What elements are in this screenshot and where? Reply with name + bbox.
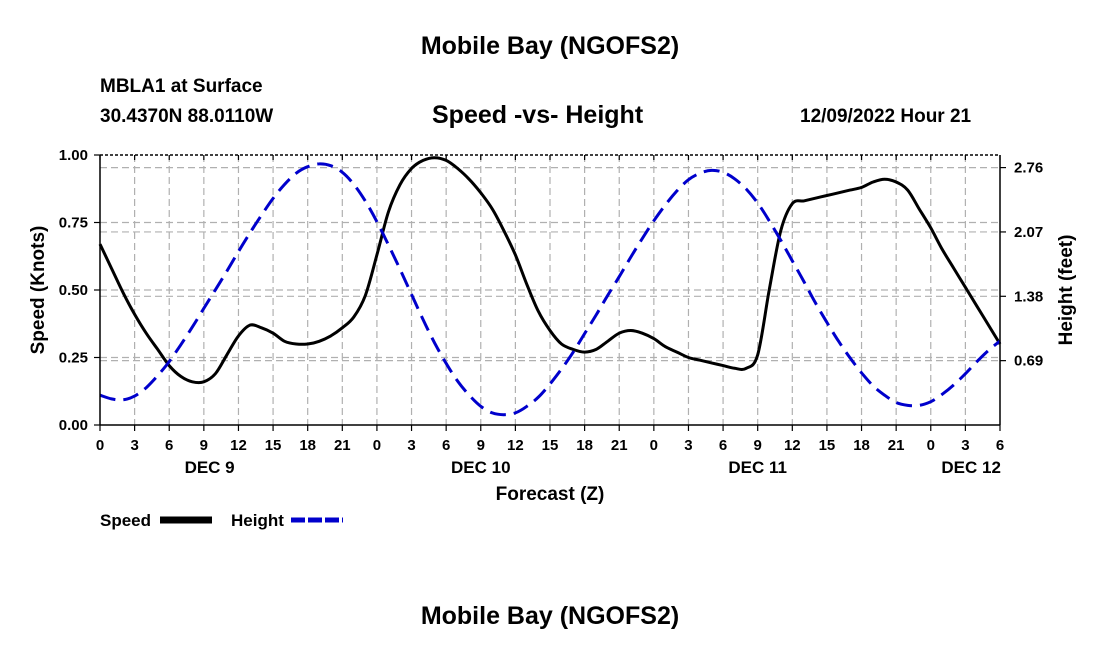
legend-label-speed: Speed [100,511,151,530]
chart-axes [94,154,1006,431]
x-tick-label: 15 [819,437,836,454]
x-axis-title: Forecast (Z) [496,484,605,505]
x-tick-label: 6 [719,437,727,454]
x-tick-label: 0 [650,437,658,454]
x-tick-label: 21 [611,437,628,454]
footer-title: Mobile Bay (NGOFS2) [420,602,680,630]
y-tick-label-right: 2.76 [1014,160,1043,177]
x-tick-label: 0 [927,437,935,454]
y-tick-label-right: 1.38 [1014,288,1043,305]
page-title: Mobile Bay (NGOFS2) [420,32,680,60]
x-day-label: DEC 12 [941,458,1001,477]
y-axis-title-right: Height (feet) [1056,235,1077,346]
station-label: MBLA1 at Surface [100,76,263,97]
y-tick-label-left: 1.00 [59,147,88,164]
x-tick-label: 12 [784,437,801,454]
y-tick-label-left: 0.00 [59,417,88,434]
x-tick-label: 18 [853,437,870,454]
chart-subtitle: Speed -vs- Height [432,101,644,129]
x-tick-label: 3 [684,437,692,454]
y-tick-label-right: 0.69 [1014,353,1043,370]
x-day-label: DEC 10 [451,458,511,477]
station-coords: 30.4370N 88.0110W [100,106,274,127]
series-line-speed [98,156,1002,385]
y-tick-label-left: 0.75 [59,215,88,232]
chart-grid [100,155,1000,425]
x-tick-label: 9 [200,437,208,454]
y-tick-label-left: 0.50 [59,282,88,299]
x-tick-label: 6 [442,437,450,454]
series-line-height [99,162,1001,417]
y-tick-label-left: 0.25 [59,350,88,367]
x-day-label: DEC 11 [728,458,787,477]
chart-series [98,156,1002,417]
x-tick-label: 0 [373,437,381,454]
y-tick-label-right: 2.07 [1014,224,1043,241]
x-tick-label: 3 [407,437,415,454]
x-tick-label: 18 [576,437,593,454]
legend-label-height: Height [231,511,284,530]
x-tick-label: 3 [961,437,969,454]
x-tick-label: 6 [996,437,1004,454]
x-tick-label: 6 [165,437,173,454]
x-tick-label: 21 [334,437,351,454]
x-tick-label: 15 [265,437,282,454]
x-tick-label: 18 [299,437,316,454]
x-tick-label: 12 [230,437,247,454]
x-tick-label: 9 [754,437,762,454]
x-day-label: DEC 9 [185,458,235,477]
x-tick-label: 3 [130,437,138,454]
chart-labels: 0 3 6 9 12 15 18 21 0 3 6 9 12 15 18 21 0 3 6 9 12 15 18 21 0 3 6D… [28,147,1077,505]
x-tick-label: 9 [477,437,485,454]
x-tick-label: 12 [507,437,524,454]
y-axis-title-left: Speed (Knots) [28,226,49,355]
chart-legend: Speed Height [100,511,343,530]
x-tick-label: 0 [96,437,104,454]
forecast-datetime: 12/09/2022 Hour 21 [800,106,972,127]
x-tick-label: 15 [542,437,559,454]
x-tick-label: 21 [888,437,905,454]
